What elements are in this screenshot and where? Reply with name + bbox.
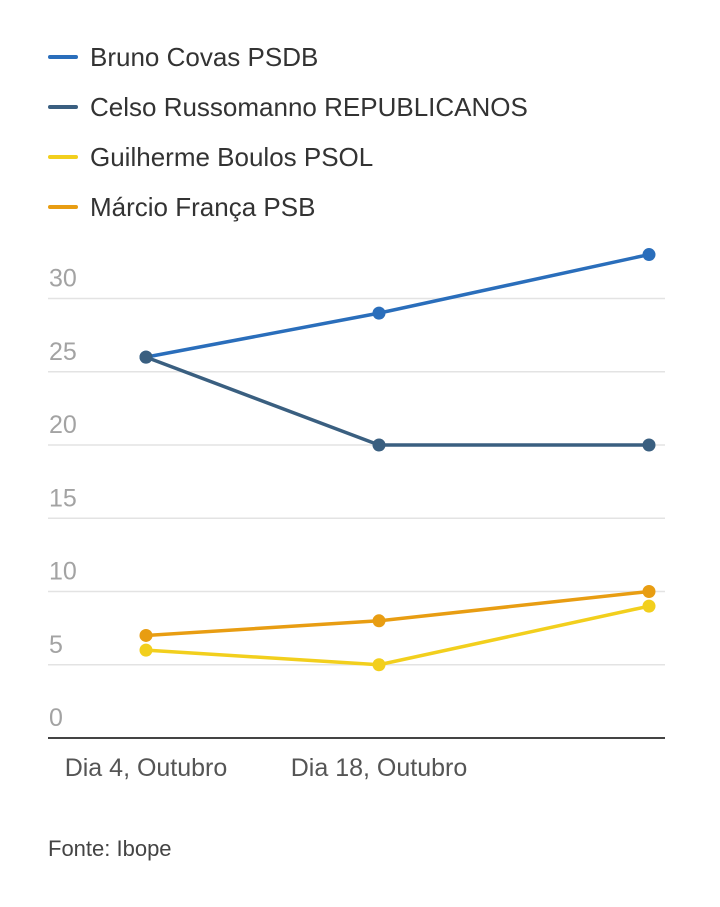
y-tick-label: 0 (49, 704, 63, 732)
series-line (144, 604, 651, 667)
legend-label: Celso Russomanno REPUBLICANOS (90, 91, 528, 122)
y-tick-label: 15 (49, 484, 77, 512)
data-point (372, 306, 386, 320)
legend-item-celso-russomanno: Celso Russomanno REPUBLICANOS (48, 82, 528, 132)
x-tick-label: Dia 18, Outubro (291, 754, 468, 782)
y-tick-label: 20 (49, 411, 77, 439)
y-tick-label: 30 (49, 265, 77, 293)
legend-swatch (48, 105, 78, 109)
x-tick-label: Dia 4, Outubro (65, 754, 228, 782)
data-point (642, 599, 656, 613)
legend-swatch (48, 55, 78, 59)
data-point (139, 643, 153, 657)
legend-swatch (48, 205, 78, 209)
data-point (642, 438, 656, 452)
legend-label: Bruno Covas PSDB (90, 41, 319, 72)
legend-label: Guilherme Boulos PSOL (90, 141, 374, 172)
data-point (642, 248, 656, 262)
data-point (139, 350, 153, 364)
series-line (144, 252, 651, 359)
data-point (139, 628, 153, 642)
y-tick-label: 5 (49, 631, 63, 659)
legend-item-bruno-covas: Bruno Covas PSDB (48, 32, 528, 82)
legend: Bruno Covas PSDB Celso Russomanno REPUBL… (48, 32, 528, 232)
source-note: Fonte: Ibope (48, 836, 172, 861)
data-point (372, 614, 386, 628)
data-point (372, 438, 386, 452)
data-point (642, 585, 656, 598)
y-tick-label: 25 (49, 338, 77, 366)
legend-item-guilherme-boulos: Guilherme Boulos PSOL (48, 132, 528, 182)
series-line (144, 355, 651, 447)
legend-item-marcio-franca: Márcio França PSB (48, 182, 528, 232)
legend-label: Márcio França PSB (90, 191, 316, 222)
legend-swatch (48, 155, 78, 159)
y-tick-label: 10 (49, 558, 77, 586)
series-line (144, 589, 651, 638)
data-point (372, 658, 386, 672)
